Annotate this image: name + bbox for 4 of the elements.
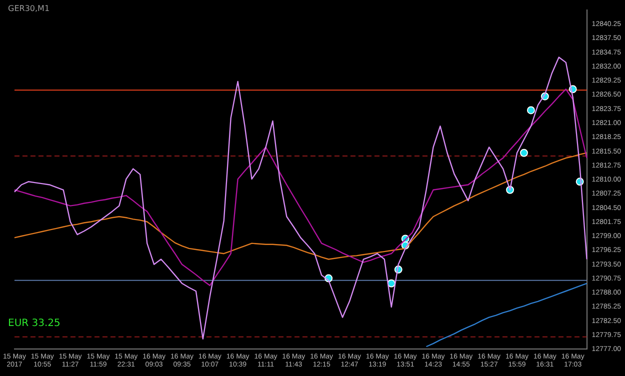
point [526,106,535,114]
annotation: EUR 33.25 [8,318,60,329]
point [520,148,528,157]
chart-title: GER30,M1 [8,4,50,13]
